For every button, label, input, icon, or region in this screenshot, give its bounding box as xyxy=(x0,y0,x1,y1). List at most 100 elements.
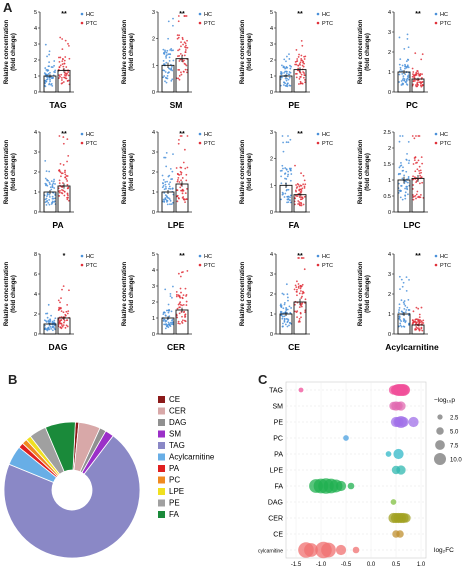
data-point-ptc xyxy=(414,318,417,321)
data-point-ptc xyxy=(301,64,304,67)
data-point-hc xyxy=(165,309,168,312)
data-point-hc xyxy=(284,67,287,70)
data-point-ptc xyxy=(181,189,184,192)
legend-dot-hc xyxy=(434,254,438,258)
data-point-ptc xyxy=(299,287,302,290)
pie-legend-label-cer: CER xyxy=(169,407,186,416)
data-point-ptc xyxy=(64,173,67,176)
data-point-hc xyxy=(168,185,171,188)
y-axis-label-line1: Relative concentration xyxy=(240,139,246,204)
data-point-hc xyxy=(399,324,402,327)
data-point-hc xyxy=(48,198,51,201)
data-point-ptc xyxy=(416,168,419,171)
data-point-hc xyxy=(282,66,285,69)
data-point-ptc xyxy=(57,56,60,59)
data-point-hc xyxy=(168,315,171,318)
data-point-hc xyxy=(168,187,170,190)
data-point-ptc xyxy=(182,196,185,198)
data-point-hc xyxy=(164,156,167,159)
legend-dot-ptc xyxy=(316,21,320,25)
pie-slice-tag xyxy=(3,435,141,559)
data-point-ptc xyxy=(421,84,424,86)
data-point-hc xyxy=(44,79,47,82)
data-point-ptc xyxy=(62,136,65,138)
panel-letter-a: A xyxy=(3,0,13,15)
legend-label-ptc: PTC xyxy=(322,21,333,27)
data-point-hc xyxy=(168,183,170,186)
significance-marker: ** xyxy=(61,11,67,18)
data-point-ptc xyxy=(177,49,179,52)
bubble-pa xyxy=(393,448,404,460)
data-point-ptc xyxy=(180,45,182,48)
data-point-hc xyxy=(284,77,287,80)
data-point-hc xyxy=(44,324,46,327)
data-point-hc xyxy=(281,315,284,318)
data-point-ptc xyxy=(298,53,300,56)
data-point-hc xyxy=(399,58,402,61)
chart-title: PA xyxy=(52,220,63,230)
data-point-hc xyxy=(398,63,401,66)
data-point-ptc xyxy=(59,56,62,59)
data-point-ptc xyxy=(180,179,182,182)
data-point-ptc xyxy=(185,304,188,306)
legend-dot-ptc xyxy=(198,21,202,25)
data-point-ptc xyxy=(412,163,415,165)
data-point-ptc xyxy=(182,294,185,297)
data-point-ptc xyxy=(62,182,64,184)
data-point-hc xyxy=(49,80,51,83)
data-point-hc xyxy=(163,69,166,72)
bubble-acylcarnitine xyxy=(335,544,347,556)
data-point-hc xyxy=(172,201,174,204)
data-point-hc xyxy=(166,49,169,52)
data-point-hc xyxy=(167,323,170,326)
data-point-hc xyxy=(50,180,53,183)
data-point-ptc xyxy=(412,198,415,201)
data-point-hc xyxy=(49,78,51,81)
data-point-ptc xyxy=(302,183,305,186)
data-point-ptc xyxy=(298,189,301,192)
data-point-ptc xyxy=(419,82,422,85)
y-tick-label: 2 xyxy=(34,312,37,318)
data-point-hc xyxy=(167,303,170,306)
data-point-ptc xyxy=(183,41,186,44)
data-point-ptc xyxy=(299,61,302,64)
data-point-ptc xyxy=(179,303,182,306)
legend-dot-hc xyxy=(198,132,202,136)
size-legend-label: 10.0 xyxy=(450,458,462,464)
y-tick-label: 1.5 xyxy=(383,162,391,168)
bar-chart-lpc: Relative concentration(fold change) 0 0.5 1… xyxy=(358,130,451,230)
data-point-ptc xyxy=(66,138,69,141)
data-point-hc xyxy=(401,135,404,137)
data-point-hc xyxy=(53,201,55,203)
data-point-hc xyxy=(285,141,288,144)
data-point-hc xyxy=(281,292,284,295)
bar-chart-tag: Relative concentration(fold change) 0 1 2 3 4… xyxy=(4,10,97,110)
chart-title: FA xyxy=(289,220,300,230)
data-point-hc xyxy=(51,76,54,79)
data-point-hc xyxy=(54,183,56,185)
bubble-tag xyxy=(298,387,304,393)
data-point-ptc xyxy=(297,286,300,289)
bar-chart-cer: Relative concentration(fold change) 0 1 2 3 4… xyxy=(122,252,215,352)
y-tick-label: 0 xyxy=(34,332,37,338)
data-point-hc xyxy=(164,183,167,186)
data-point-ptc xyxy=(65,178,68,180)
data-point-ptc xyxy=(61,63,64,66)
y-axis-label: Relative concentration(fold change) xyxy=(122,261,135,326)
y-tick-label: 2.5 xyxy=(383,130,391,136)
data-point-ptc xyxy=(60,319,62,322)
data-point-hc xyxy=(51,326,54,329)
data-point-hc xyxy=(403,300,406,302)
panel-letter-b: B xyxy=(8,372,18,387)
data-point-hc xyxy=(53,324,56,327)
data-point-ptc xyxy=(415,84,417,86)
data-point-ptc xyxy=(294,72,297,75)
data-point-hc xyxy=(48,65,50,68)
data-point-ptc xyxy=(298,202,301,205)
data-point-hc xyxy=(165,323,168,325)
data-point-ptc xyxy=(416,70,419,72)
bar-hc xyxy=(397,179,411,213)
data-point-hc xyxy=(166,77,169,80)
data-point-ptc xyxy=(181,315,183,318)
data-point-hc xyxy=(163,75,166,77)
